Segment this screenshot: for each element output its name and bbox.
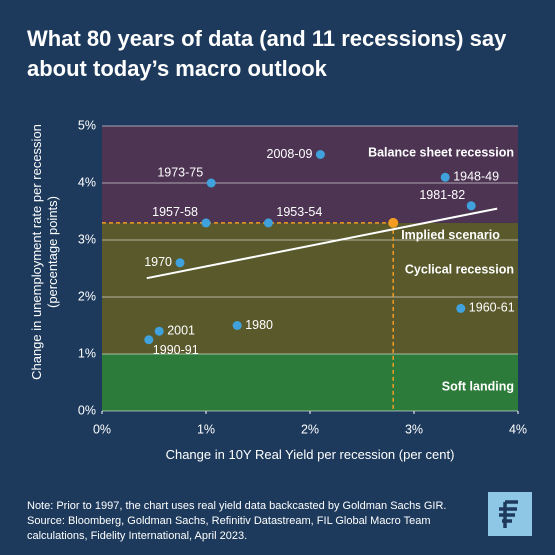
point [201,218,211,228]
point [466,201,476,211]
point-label: 1981-82 [419,188,465,202]
point [232,321,242,330]
logo [488,492,532,536]
point [440,172,450,182]
point-label: 1990-91 [153,343,199,357]
point [154,326,164,336]
x-tick-label: 0% [93,422,111,436]
x-axis-label: Change in 10Y Real Yield per recession (… [165,447,455,462]
implied-label: Implied scenario [401,228,500,242]
point-label: 1960-61 [469,301,515,315]
y-axis-label: Change in unemployment rate per recessio… [29,124,60,380]
trend-line [146,207,498,280]
point-label: 1953-54 [276,205,322,219]
y-tick-label: 5% [78,118,96,132]
point-label: 1973-75 [157,165,203,179]
implied-point [388,217,399,228]
point-label: 2008-09 [267,147,313,161]
x-tick-label: 4% [509,422,527,436]
x-tick-label: 1% [197,422,215,436]
y-tick-label: 4% [78,175,96,189]
note: Note: Prior to 1997, the chart uses real… [27,500,447,542]
x-tick-label: 2% [301,422,319,436]
point [315,150,325,159]
point-label: 1980 [245,318,273,332]
band [102,222,518,354]
band-label: Balance sheet recession [368,145,514,159]
point [263,218,273,228]
title: What 80 years of data (and 11 recessions… [27,26,507,81]
band-label: Soft landing [442,379,514,393]
y-tick-label: 2% [78,289,96,303]
point [144,335,154,345]
point [206,178,216,188]
x-tick-label: 3% [405,422,423,436]
band-label: Cyclical recession [405,262,514,276]
point-label: 1970 [144,255,172,269]
point-label: 1957-58 [152,205,198,219]
point-label: 2001 [167,323,195,337]
point [456,303,466,313]
band [102,354,518,411]
y-tick-label: 1% [78,346,96,360]
point [175,258,185,268]
point-label: 1948-49 [453,170,499,184]
y-tick-label: 3% [78,232,96,246]
y-tick-label: 0% [78,403,96,417]
